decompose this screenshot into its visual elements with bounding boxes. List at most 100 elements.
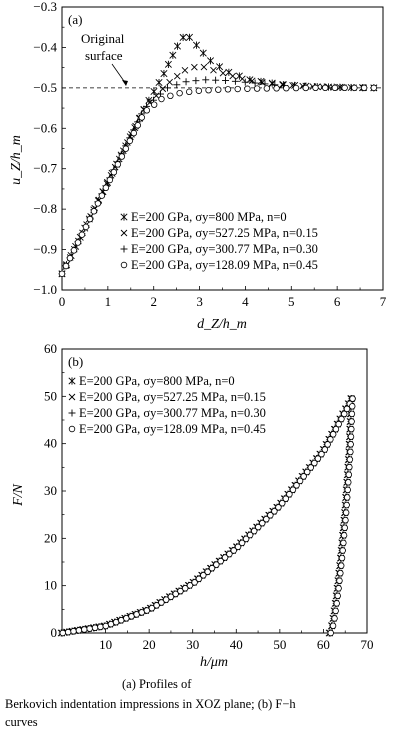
data-point [138,114,146,121]
data-point [78,231,86,238]
legend-a-item-4: E=200 GPa, σy=128.09 MPa, n=0.45 [120,258,318,272]
data-point [58,270,66,278]
legend-b-item-2: E=200 GPa, σy=527.25 MPa, n=0.15 [68,390,266,404]
data-point [341,84,348,92]
data-point [186,88,193,96]
original-surface-arrowhead [122,80,128,86]
panel-b: (b) 10 20 30 40 50 60 70 0 10 20 30 40 50 60 E=200 G… [11,341,374,670]
y-tick-label: 50 [44,388,57,403]
caption-line-2: Berkovich indentation impressions in XOZ… [5,697,296,711]
x-tick-label: 0 [59,294,66,309]
data-point [102,184,110,192]
legend-a-label-3: E=200 GPa, σy=300.77 MPa, n=0.30 [131,242,318,256]
data-point [164,60,173,69]
data-point [338,562,345,569]
data-point [347,433,355,440]
data-point [215,86,222,93]
data-point [224,86,232,93]
panel-a-legend: E=200 GPa, σy=800 MPa, n=0 E=200 GPa, σy… [120,210,318,272]
data-point [338,554,346,562]
data-point [106,176,114,184]
data-point [200,63,208,71]
legend-a-item-1: E=200 GPa, σy=800 MPa, n=0 [120,210,287,224]
data-point [343,405,351,413]
data-point [126,137,134,145]
data-point [331,615,338,622]
x-tick-label: 20 [143,637,156,652]
y-tick-label: 10 [44,578,57,593]
data-point [344,486,351,494]
y-tick-label: 60 [44,341,57,356]
x-tick-label: 70 [361,637,374,652]
data-point [335,585,342,592]
data-point [332,607,339,615]
data-point [167,92,174,100]
data-point [351,84,358,92]
legend-a-item-3: E=200 GPa, σy=300.77 MPa, n=0.30 [120,242,318,256]
data-point [331,84,339,92]
data-point [86,625,93,632]
data-point [130,129,138,137]
data-point [114,161,122,168]
data-point [329,622,337,630]
legend-a-label-2: E=200 GPa, σy=527.25 MPa, n=0.15 [131,226,318,240]
y-tick-label: −0.4 [33,39,57,54]
panel-a-series [58,33,378,278]
data-point [81,626,88,633]
x-tick-label: 6 [334,294,341,309]
data-point [143,107,151,114]
data-point [74,239,82,246]
data-point [327,436,334,443]
data-point [155,78,163,87]
legend-a-label-4: E=200 GPa, σy=128.09 MPa, n=0.45 [131,258,318,272]
data-point [337,569,344,577]
data-point [91,624,99,631]
y-tick-label: 20 [44,530,57,545]
y-tick-label: 30 [44,483,57,498]
data-point [253,85,261,92]
data-point [283,85,290,92]
data-point [349,395,356,402]
data-point [163,83,172,92]
data-point [62,262,70,270]
data-point [342,509,350,516]
data-point [335,420,342,428]
x-tick-label: 50 [273,637,286,652]
data-point [338,415,345,423]
data-point [340,539,347,547]
legend-b-label-1: E=200 GPa, σy=800 MPa, n=0 [79,374,235,388]
y-tick-label: −0.3 [33,0,57,14]
panel-b-y-axis-label: F/N [11,483,26,506]
legend-b-label-2: E=200 GPa, σy=527.25 MPa, n=0.15 [79,390,266,404]
data-point [344,494,351,501]
x-tick-label: 3 [196,294,203,309]
data-point [341,410,348,418]
data-point [346,456,354,463]
data-point [215,62,224,71]
data-point [59,629,66,637]
data-point [122,145,130,152]
figure-caption: (a) Profiles of Berkovich indentation im… [5,677,296,729]
data-point [210,66,217,74]
original-surface-label-2: surface [85,48,123,63]
data-point [173,72,181,80]
data-point [70,628,77,635]
data-point [173,42,182,51]
data-point [179,33,187,42]
data-point [348,418,355,425]
y-tick-label: −0.7 [33,161,57,176]
data-point [229,72,237,80]
data-point [185,33,194,42]
data-point [360,84,368,92]
data-point [110,168,118,176]
data-point [370,84,378,92]
panel-a-label: (a) [68,12,82,27]
data-point [166,78,174,86]
data-point [332,426,340,433]
y-tick-label: −0.9 [33,242,57,257]
data-point [234,85,241,93]
data-point [134,122,142,129]
panel-a-x-axis-label: d_Z/h_m [197,317,247,332]
data-point [347,441,354,448]
